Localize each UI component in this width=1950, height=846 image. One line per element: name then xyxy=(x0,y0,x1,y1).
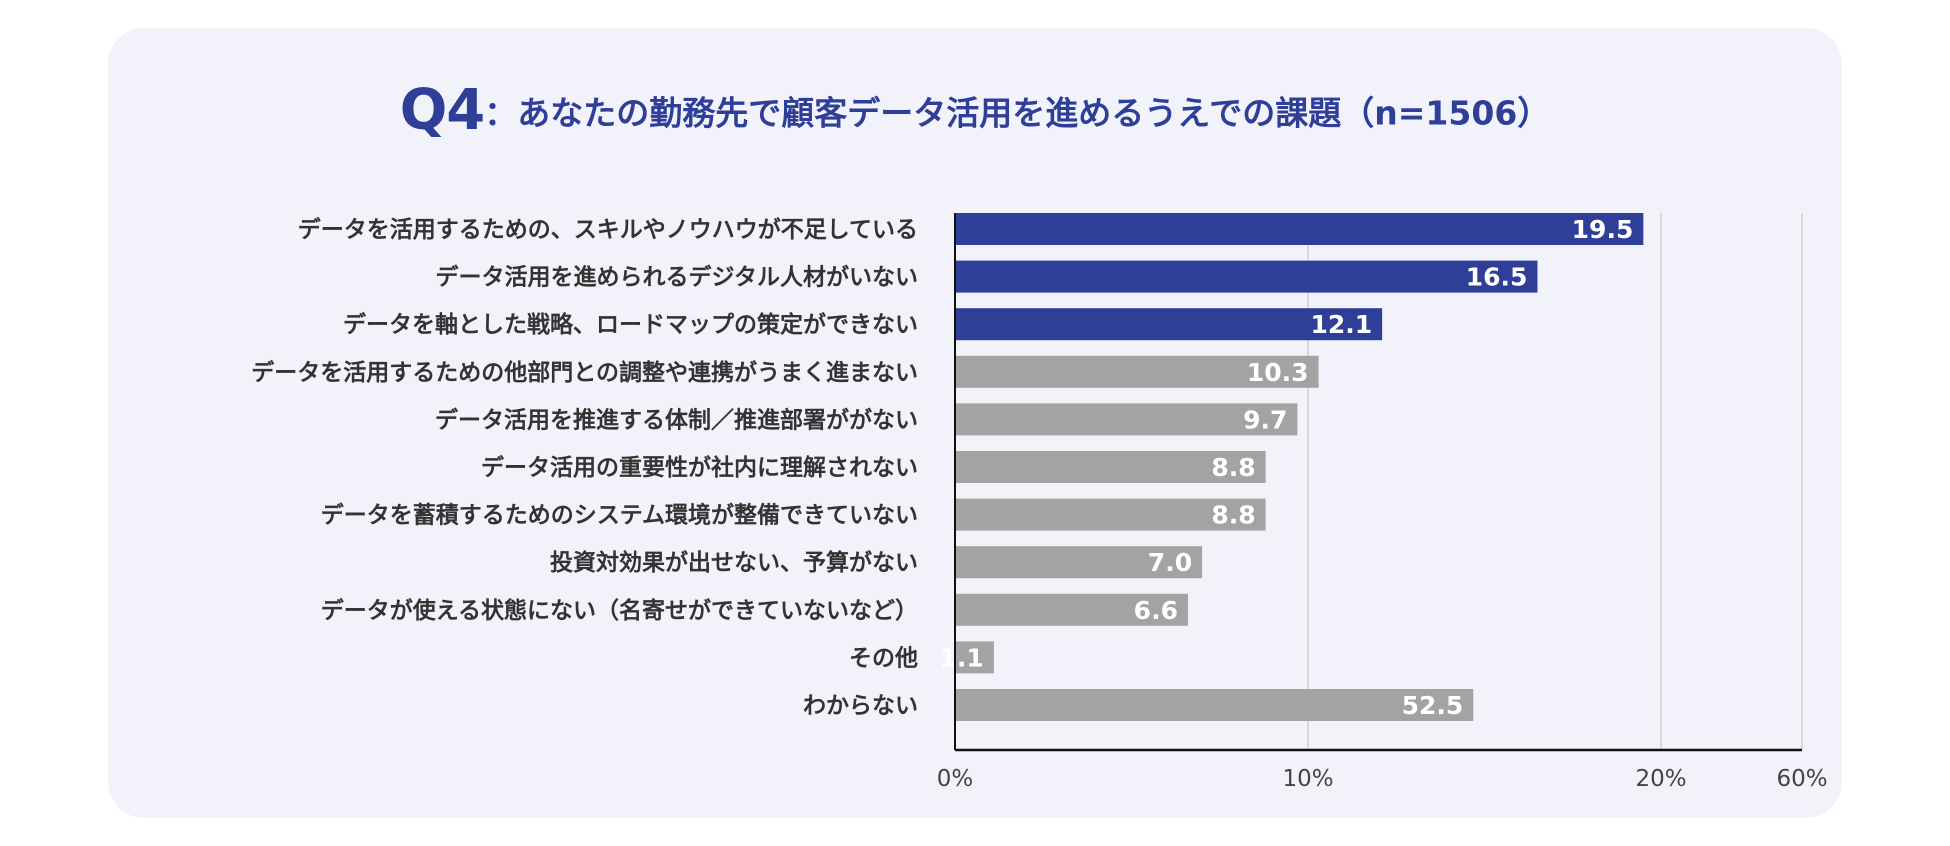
bar xyxy=(955,403,1298,436)
value-label: 52.5 xyxy=(1402,691,1464,720)
bar xyxy=(955,498,1266,531)
value-label: 12.1 xyxy=(1310,310,1372,339)
category-label: データを軸とした戦略、ロードマップの策定ができない xyxy=(343,311,918,338)
question-text: ：あなたの勤務先で顧客データ活用を進めるうえでの課題（n=1506） xyxy=(484,93,1551,133)
bar xyxy=(955,308,1383,341)
x-tick-label: 10% xyxy=(1282,766,1333,792)
bar xyxy=(955,689,1474,721)
value-label: 1.1 xyxy=(940,643,984,672)
bar xyxy=(955,451,1266,483)
category-label: データを活用するための他部門との調整や連携がうまく進まない xyxy=(251,359,918,386)
value-label: 19.5 xyxy=(1572,215,1634,244)
value-label: 7.0 xyxy=(1148,548,1192,577)
chart-title: Q4：あなたの勤務先で顧客データ活用を進めるうえでの課題（n=1506） xyxy=(0,78,1950,143)
axis-break-mark xyxy=(1684,684,1698,726)
category-label: データを蓄積するためのシステム環境が整備できていない xyxy=(321,502,918,529)
category-label: その他 xyxy=(849,645,918,671)
x-tick-label: 60% xyxy=(1776,766,1827,792)
value-label: 8.8 xyxy=(1211,501,1255,530)
category-label: データが使える状態にない（名寄せができていないなど） xyxy=(321,597,918,624)
value-label: 16.5 xyxy=(1466,263,1528,292)
value-label: 8.8 xyxy=(1211,453,1255,482)
value-label: 6.6 xyxy=(1134,596,1178,625)
category-label: わからない xyxy=(803,693,918,719)
x-tick-label: 0% xyxy=(937,766,974,792)
value-label: 9.7 xyxy=(1243,405,1287,434)
question-label: Q4 xyxy=(399,78,486,143)
bar xyxy=(955,213,1644,245)
bar xyxy=(955,641,994,674)
category-label: 投資対効果が出せない、予算がない xyxy=(550,549,918,576)
bar xyxy=(955,260,1538,293)
bar xyxy=(955,593,1188,626)
bar xyxy=(955,355,1319,388)
x-tick-label: 20% xyxy=(1635,766,1686,792)
category-label: データを活用するための、スキルやノウハウが不足している xyxy=(298,216,918,243)
value-label: 10.3 xyxy=(1247,358,1309,387)
category-label: データ活用を推進する体制／推進部署ががない xyxy=(435,406,918,433)
category-label: データ活用を進められるデジタル人材がいない xyxy=(435,264,918,291)
bar xyxy=(955,546,1203,579)
category-label: データ活用の重要性が社内に理解されない xyxy=(481,454,918,481)
